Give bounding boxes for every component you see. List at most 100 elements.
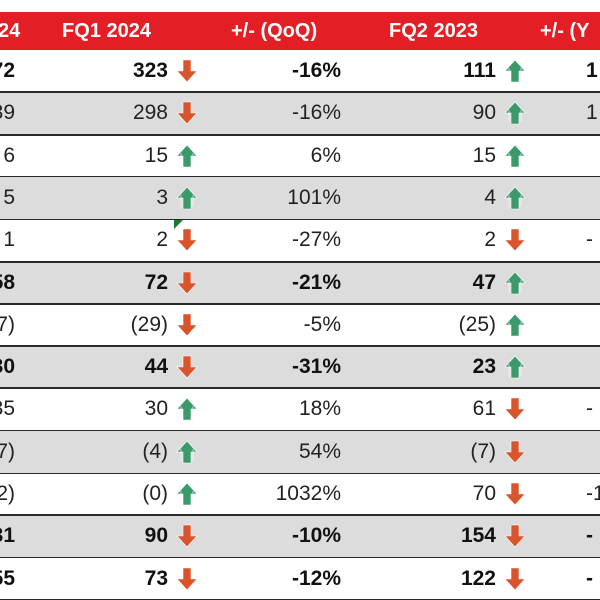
trend-arrow-down-icon [504, 524, 526, 548]
trend-arrow-up-icon [176, 397, 198, 421]
header-qoq: +/- (QoQ) [231, 20, 318, 42]
cell-qoq-change: -5% [303, 312, 341, 336]
cell-qoq-change: 1032% [275, 482, 341, 505]
cell-fq2-2023: 70 [472, 482, 496, 505]
header-yoy-partial: +/- (Y [540, 20, 590, 42]
cell-fq2-2023: (25) [458, 312, 496, 336]
trend-arrow-down-icon [504, 440, 526, 464]
trend-arrow-down-icon [504, 567, 526, 591]
row-divider [0, 91, 600, 94]
header-fq1-2024: FQ1 2024 [62, 20, 151, 42]
cell-fq2-2023: 90 [472, 101, 496, 125]
row-divider [0, 387, 600, 390]
cell-yoy-change-partial: -1 [586, 482, 600, 505]
table-row: 7) (29) -5% (25) [0, 304, 600, 346]
trend-arrow-up-icon [504, 59, 526, 83]
row-divider [0, 472, 600, 474]
cell-qoq-change: 6% [310, 143, 341, 167]
cell-qoq-change: -16% [291, 101, 341, 125]
table-row: 6 15 6% 15 [0, 135, 600, 177]
cell-qoq-change: -31% [291, 355, 341, 379]
row-divider [0, 176, 600, 178]
cell-fq1-2024: 73 [144, 566, 168, 590]
cell-fq1-2024: 30 [144, 397, 168, 421]
cell-fq1-2024: 72 [144, 270, 168, 294]
cell-fq1-2024: 15 [144, 143, 168, 167]
trend-arrow-down-icon [176, 313, 198, 337]
table-row: 1 2 -27% 2 - [0, 219, 600, 261]
row-divider [0, 302, 600, 305]
table-row: 39 298 -16% 90 1 [0, 92, 600, 135]
cell-fq1-2024: 2 [156, 228, 168, 252]
table-row: 5 3 101% 4 [0, 176, 600, 220]
row-divider [0, 430, 600, 432]
cell-fq2-2023: 15 [472, 143, 496, 167]
cell-fq1-2024: 298 [132, 101, 168, 125]
cell-qoq-change: -12% [291, 566, 341, 590]
trend-arrow-up-icon [504, 144, 526, 167]
row-divider [0, 260, 600, 263]
cell-fq2-2023: 111 [463, 59, 496, 82]
financial-table: 24 FQ1 2024 +/- (QoQ) FQ2 2023 +/- (Y 72… [0, 12, 600, 600]
trend-arrow-up-icon [176, 440, 198, 463]
cell-prev-quarter: 2) [0, 482, 15, 505]
trend-arrow-down-icon [504, 398, 526, 421]
cell-qoq-change: 101% [287, 185, 341, 209]
row-divider [0, 133, 600, 136]
cell-qoq-change: 18% [298, 397, 341, 421]
cell-yoy-change-partial: 1 [586, 59, 598, 82]
cell-fq2-2023: (7) [470, 439, 496, 463]
trend-arrow-down-icon [504, 228, 526, 252]
trend-arrow-up-icon [504, 355, 526, 379]
cell-fq1-2024: 90 [144, 524, 168, 548]
trend-arrow-up-icon [176, 144, 198, 167]
cell-prev-quarter: 1 [3, 228, 15, 252]
cell-prev-quarter: 5 [3, 185, 15, 209]
table-row: 58 72 -21% 47 [0, 261, 600, 304]
trend-arrow-up-icon [504, 101, 526, 125]
cell-qoq-change: -16% [291, 59, 341, 82]
trend-arrow-down-icon [504, 482, 526, 506]
cell-fq2-2023: 4 [484, 185, 496, 209]
trend-arrow-up-icon [176, 186, 198, 210]
cell-yoy-change-partial: - [586, 397, 593, 421]
cell-prev-quarter: 58 [0, 270, 15, 294]
row-divider [0, 557, 600, 559]
table-row: 7) (4) 54% (7) [0, 430, 600, 473]
table-row: 2) (0) 1032% 70 -1 [0, 473, 600, 515]
row-divider [0, 218, 600, 220]
header-prev-quarter-partial: 24 [0, 20, 21, 42]
cell-fq2-2023: 23 [472, 355, 496, 379]
cell-qoq-change: 54% [298, 439, 341, 463]
cell-prev-quarter: 6 [3, 143, 15, 167]
trend-arrow-down-icon [176, 524, 198, 548]
cell-fq2-2023: 154 [460, 524, 496, 548]
trend-arrow-down-icon [176, 355, 198, 379]
row-divider [0, 345, 600, 348]
cell-prev-quarter: 31 [0, 524, 15, 548]
trend-arrow-up-icon [504, 271, 526, 294]
cell-yoy-change-partial: - [586, 524, 593, 548]
cell-qoq-change: -27% [291, 228, 341, 252]
cell-prev-quarter: 55 [0, 566, 15, 590]
table-row: 31 90 -10% 154 - [0, 515, 600, 558]
trend-arrow-down-icon [176, 59, 198, 83]
cell-fq1-2024: (0) [142, 482, 168, 505]
cell-qoq-change: -10% [291, 524, 341, 548]
row-divider [0, 514, 600, 517]
table-row: 35 30 18% 61 - [0, 388, 600, 430]
table-row: 55 73 -12% 122 - [0, 558, 600, 600]
cell-fq1-2024: 44 [144, 355, 168, 379]
cell-prev-quarter: 35 [0, 397, 15, 421]
cell-fq1-2024: (29) [130, 312, 168, 336]
cell-prev-quarter: 7) [0, 312, 15, 336]
trend-arrow-down-icon [176, 271, 198, 294]
trend-arrow-down-icon [176, 567, 198, 591]
trend-arrow-up-icon [504, 186, 526, 210]
table-row: 30 44 -31% 23 [0, 346, 600, 389]
cell-fq2-2023: 122 [460, 566, 496, 590]
cell-yoy-change-partial: - [586, 228, 593, 252]
cell-fq1-2024: (4) [142, 439, 168, 463]
cell-fq1-2024: 323 [132, 59, 168, 82]
